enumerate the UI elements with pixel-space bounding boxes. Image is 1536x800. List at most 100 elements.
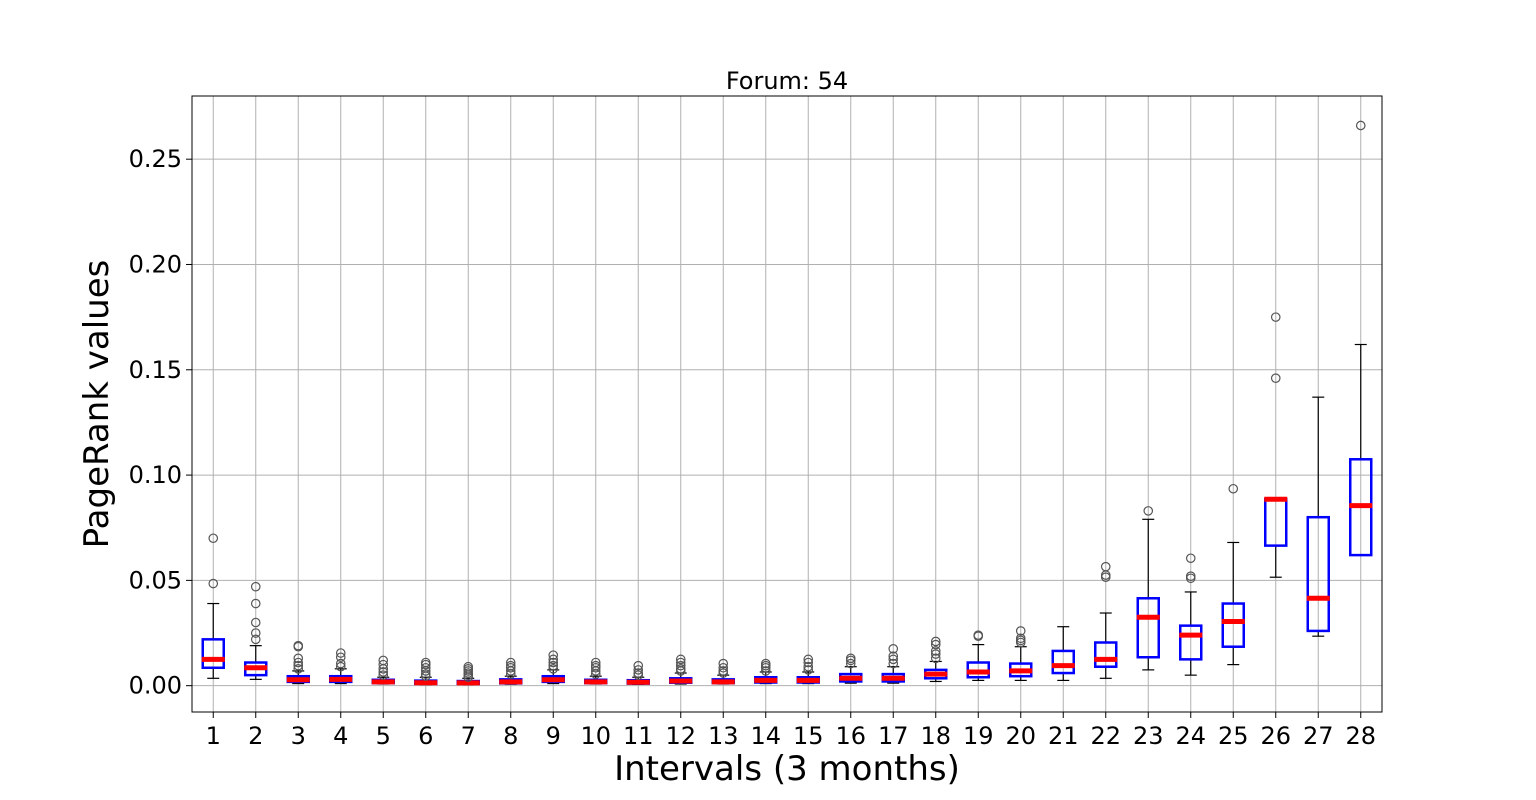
x-tick-label: 17 <box>878 722 909 750</box>
box-16 <box>839 653 863 684</box>
box-25 <box>1221 483 1245 666</box>
plot-area-frame <box>191 95 1383 713</box>
outlier-point <box>675 657 686 668</box>
box-28 <box>1349 120 1373 557</box>
outlier-point <box>335 661 346 672</box>
outlier-point <box>590 657 601 668</box>
outlier-point <box>1015 626 1026 636</box>
box-27 <box>1306 396 1330 637</box>
box-7 <box>456 661 480 686</box>
outlier-point <box>803 665 814 675</box>
outlier-point <box>208 578 219 589</box>
outlier-point <box>548 657 559 668</box>
outlier-point <box>548 660 559 671</box>
y-tick-label: 0.15 <box>129 356 182 384</box>
outlier-point <box>930 639 941 650</box>
outlier-point <box>420 657 431 668</box>
box-3 <box>286 640 310 685</box>
outlier-point <box>888 658 899 669</box>
box-22 <box>1094 561 1118 679</box>
x-tick-label: 6 <box>418 722 433 750</box>
outlier-point <box>888 644 899 654</box>
outlier-point <box>250 628 261 638</box>
box-10 <box>584 657 608 685</box>
box-11 <box>626 660 650 686</box>
x-tick-label: 7 <box>461 722 476 750</box>
x-tick-label: 4 <box>333 722 348 750</box>
outlier-point <box>250 634 261 645</box>
outlier-point <box>208 533 219 544</box>
box-9 <box>541 650 565 685</box>
x-tick-label: 20 <box>1005 722 1036 750</box>
box-13 <box>711 658 735 685</box>
box-1 <box>201 533 225 679</box>
x-tick-label: 5 <box>376 722 391 750</box>
outlier-point <box>505 660 516 671</box>
outlier-point <box>250 598 261 609</box>
x-tick-label: 25 <box>1218 722 1249 750</box>
y-tick-label: 0.25 <box>129 145 182 173</box>
x-tick-label: 23 <box>1133 722 1164 750</box>
outlier-point <box>250 581 261 592</box>
outlier-point <box>1228 483 1239 494</box>
iqr-box <box>1051 649 1075 675</box>
iqr-box <box>1306 515 1330 633</box>
x-tick-label: 15 <box>793 722 824 750</box>
x-tick-label: 19 <box>963 722 994 750</box>
outlier-point <box>973 630 984 640</box>
outlier-point <box>335 658 346 669</box>
x-tick-label: 12 <box>665 722 696 750</box>
x-tick-label: 2 <box>248 722 263 750</box>
outlier-point <box>463 661 474 672</box>
x-tick-label: 8 <box>503 722 518 750</box>
outlier-point <box>548 654 559 665</box>
box-5 <box>371 655 395 685</box>
box-23 <box>1136 506 1160 671</box>
outlier-point <box>378 670 389 680</box>
x-tick-label: 11 <box>623 722 654 750</box>
box-17 <box>881 644 905 684</box>
outlier-point <box>633 668 644 678</box>
outlier-point <box>548 664 559 674</box>
y-tick-label: 0.00 <box>129 672 182 700</box>
outlier-point <box>250 617 261 628</box>
outlier-point <box>633 665 644 675</box>
outlier-point <box>293 640 304 651</box>
x-axis-label: Intervals (3 months) <box>614 749 960 789</box>
outlier-point <box>760 666 771 676</box>
box-18 <box>924 636 948 683</box>
outlier-point <box>888 651 899 661</box>
outlier-point <box>293 660 304 671</box>
y-tick-label: 0.20 <box>129 250 182 278</box>
iqr-box <box>1221 602 1245 648</box>
iqr-box <box>1179 624 1203 661</box>
outlier-point <box>888 654 899 665</box>
grid <box>192 96 1382 712</box>
outlier-point <box>1143 506 1154 516</box>
y-axis-label: PageRank values <box>77 260 117 549</box>
iqr-box <box>201 638 225 670</box>
outlier-point <box>293 653 304 664</box>
outlier-point <box>675 654 686 665</box>
outlier-point <box>718 658 729 669</box>
x-tick-label: 13 <box>708 722 739 750</box>
outlier-point <box>930 649 941 659</box>
outlier-point <box>590 660 601 671</box>
iqr-box <box>1094 641 1118 668</box>
box-6 <box>414 657 438 686</box>
outlier-point <box>335 652 346 663</box>
outlier-point <box>930 636 941 647</box>
outlier-point <box>845 658 856 669</box>
outlier-point <box>505 657 516 668</box>
box-14 <box>754 658 778 685</box>
outlier-point <box>803 661 814 672</box>
outlier-point <box>1100 561 1111 572</box>
outlier-point <box>1355 120 1366 131</box>
box-26 <box>1264 312 1288 578</box>
x-tick-label: 21 <box>1048 722 1079 750</box>
y-tick-label: 0.05 <box>129 566 182 594</box>
outlier-point <box>1270 312 1281 322</box>
box-4 <box>329 648 353 685</box>
x-axis: 1 2 3 4 5 6 7 8 9 10 11 12 13 14 15 16 17 18 19 20 21 22 23 24 2… <box>206 712 1376 750</box>
